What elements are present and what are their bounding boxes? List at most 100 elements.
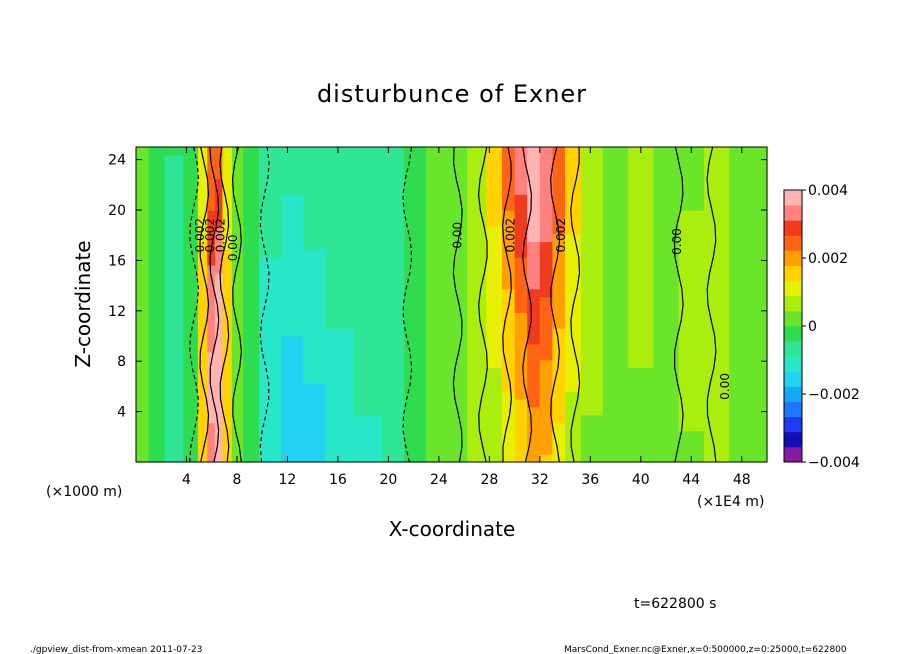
field-cell bbox=[303, 351, 326, 361]
field-cell bbox=[678, 320, 705, 329]
field-cell bbox=[303, 430, 326, 439]
field-cell bbox=[148, 320, 165, 329]
field-cell bbox=[703, 217, 730, 227]
field-cell bbox=[628, 351, 655, 361]
y-tick-label: 12 bbox=[108, 304, 126, 320]
field-cell bbox=[486, 178, 503, 187]
field-cell bbox=[382, 312, 405, 321]
field-cell bbox=[448, 454, 468, 463]
field-cell bbox=[467, 194, 487, 203]
field-cell bbox=[353, 320, 383, 329]
field-cell bbox=[678, 375, 705, 384]
field-cell bbox=[148, 328, 165, 337]
field-cell bbox=[231, 406, 244, 416]
field-cell bbox=[751, 430, 768, 439]
field-cell bbox=[325, 178, 355, 187]
field-cell bbox=[527, 202, 541, 211]
field-cell bbox=[148, 430, 165, 439]
field-cell bbox=[514, 265, 528, 274]
field-cell bbox=[602, 194, 629, 203]
field-cell bbox=[382, 438, 405, 447]
field-cell bbox=[325, 265, 355, 274]
field-cell bbox=[404, 312, 427, 321]
field-cell bbox=[501, 422, 516, 432]
field-cell bbox=[382, 225, 405, 235]
field-cell bbox=[653, 147, 680, 156]
field-cell bbox=[164, 351, 184, 361]
field-cell bbox=[136, 351, 150, 361]
field-cell bbox=[729, 288, 752, 298]
field-cell bbox=[448, 383, 468, 392]
field-cell bbox=[303, 288, 326, 298]
field-cell bbox=[729, 367, 752, 376]
field-cell bbox=[303, 312, 326, 321]
field-cell bbox=[197, 359, 208, 369]
field-cell bbox=[183, 202, 199, 211]
field-cell bbox=[602, 162, 629, 172]
field-cell bbox=[243, 210, 260, 219]
field-cell bbox=[580, 343, 604, 353]
field-cell bbox=[136, 225, 150, 235]
field-cell bbox=[501, 446, 516, 455]
field-cell bbox=[729, 304, 752, 313]
field-cell bbox=[404, 186, 427, 195]
field-cell bbox=[751, 178, 768, 187]
field-cell bbox=[353, 422, 383, 432]
field-cell bbox=[653, 280, 680, 290]
field-cell bbox=[222, 367, 233, 376]
field-cell bbox=[353, 430, 383, 439]
field-cell bbox=[164, 170, 184, 180]
footer-right: MarsCond_Exner.nc@Exner,x=0:500000,z=0:2… bbox=[564, 645, 847, 654]
field-cell bbox=[426, 343, 449, 353]
field-cell bbox=[404, 273, 427, 282]
field-cell bbox=[653, 249, 680, 258]
field-cell bbox=[243, 399, 260, 408]
field-cell bbox=[602, 375, 629, 384]
field-cell bbox=[243, 265, 260, 274]
field-cell bbox=[183, 367, 199, 376]
field-cell bbox=[729, 414, 752, 424]
field-cell bbox=[214, 399, 224, 408]
field-cell bbox=[382, 320, 405, 329]
field-cell bbox=[448, 359, 468, 369]
field-cell bbox=[703, 351, 730, 361]
field-cell bbox=[214, 391, 224, 400]
field-cell bbox=[214, 304, 224, 313]
colorbar-swatch bbox=[784, 280, 802, 297]
field-cell bbox=[602, 241, 629, 250]
field-cell bbox=[183, 399, 199, 408]
y-tick-label: 20 bbox=[108, 203, 126, 219]
field-cell bbox=[467, 391, 487, 400]
field-cell bbox=[580, 351, 604, 361]
field-cell bbox=[653, 375, 680, 384]
field-cell bbox=[486, 194, 503, 203]
field-cell bbox=[382, 249, 405, 258]
field-cell bbox=[729, 241, 752, 250]
field-cell bbox=[353, 446, 383, 455]
field-cell bbox=[539, 446, 554, 455]
field-cell bbox=[197, 454, 208, 463]
field-cell bbox=[678, 170, 705, 180]
field-cell bbox=[580, 225, 604, 235]
field-cell bbox=[136, 430, 150, 439]
field-cell bbox=[552, 359, 566, 369]
field-cell bbox=[259, 296, 282, 306]
field-cell bbox=[501, 430, 516, 439]
field-cell bbox=[259, 186, 282, 195]
field-cell bbox=[552, 367, 566, 376]
field-cell bbox=[602, 391, 629, 400]
field-cell bbox=[628, 320, 655, 329]
field-cell bbox=[325, 320, 355, 329]
field-cell bbox=[751, 312, 768, 321]
field-cell bbox=[527, 241, 541, 250]
field-cell bbox=[565, 328, 582, 337]
field-cell bbox=[222, 273, 233, 282]
field-cell bbox=[751, 194, 768, 203]
field-cell bbox=[382, 194, 405, 203]
field-cell bbox=[527, 454, 541, 463]
field-cell bbox=[501, 170, 516, 180]
field-cell bbox=[197, 217, 208, 227]
field-cell bbox=[183, 225, 199, 235]
field-cell bbox=[353, 225, 383, 235]
field-cell bbox=[183, 186, 199, 195]
